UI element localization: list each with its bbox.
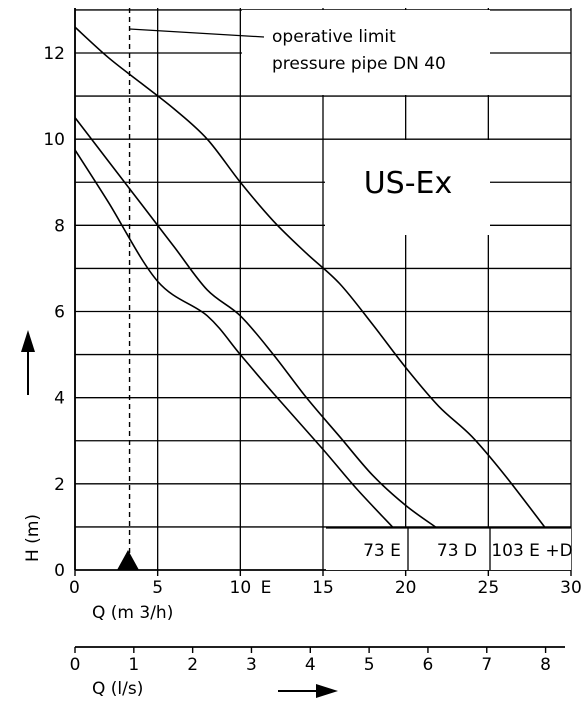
x2-tick-label: 0 — [70, 655, 81, 675]
y-tick-label: 4 — [54, 389, 65, 409]
x2-tick-label: 2 — [187, 655, 198, 675]
x-axis-title: Q (m 3/h) — [92, 603, 173, 623]
x2-tick-label: 5 — [364, 655, 375, 675]
chart-title: US-Ex — [364, 166, 453, 201]
operative-limit-label-2: pressure pipe DN 40 — [272, 54, 446, 74]
operative-limit-leader — [129, 28, 265, 38]
up-arrow-icon — [21, 330, 35, 395]
y-tick-label: 6 — [54, 303, 65, 323]
x-tick-label: 20 — [395, 578, 417, 598]
x-tick-label: 10 — [230, 578, 252, 598]
y-axis-title: H (m) — [23, 514, 43, 562]
annotation-box — [242, 10, 490, 95]
y-tick-label: 12 — [43, 44, 65, 64]
x2-tick-label: 7 — [481, 655, 492, 675]
x2-axis-title: Q (l/s) — [92, 679, 143, 699]
x2-tick-label: 3 — [246, 655, 257, 675]
operative-limit-label-1: operative limit — [272, 27, 396, 47]
series-label-row — [326, 528, 571, 570]
operative-limit-annotation — [129, 28, 265, 38]
x-tick-label: 25 — [478, 578, 500, 598]
right-arrow-icon — [278, 684, 338, 698]
y-tick-label: 0 — [54, 561, 65, 581]
x2-tick-label: 8 — [540, 655, 551, 675]
x-tick-label: 30 — [560, 578, 582, 598]
series-label-73e: 73 E — [363, 541, 401, 561]
x2-tick-label: 1 — [128, 655, 139, 675]
x2-tick-label: 4 — [305, 655, 316, 675]
axis-extra-label: E — [261, 578, 272, 598]
y-tick-label: 10 — [43, 130, 65, 150]
series-label-103ed: 103 E +D — [491, 541, 572, 561]
curves — [74, 8, 546, 570]
x-tick-label: 5 — [152, 578, 163, 598]
x-tick-label: 0 — [69, 578, 80, 598]
series-label-73d: 73 D — [437, 541, 477, 561]
series-line-0 — [74, 149, 394, 528]
x-tick-label: 15 — [312, 578, 334, 598]
title-box — [325, 140, 490, 235]
limit-marker-icon — [117, 550, 139, 570]
series-line-1 — [74, 117, 436, 528]
y-tick-label: 2 — [54, 475, 65, 495]
series-line-2 — [74, 26, 546, 528]
y-tick-label: 8 — [54, 216, 65, 236]
x2-tick-label: 6 — [423, 655, 434, 675]
